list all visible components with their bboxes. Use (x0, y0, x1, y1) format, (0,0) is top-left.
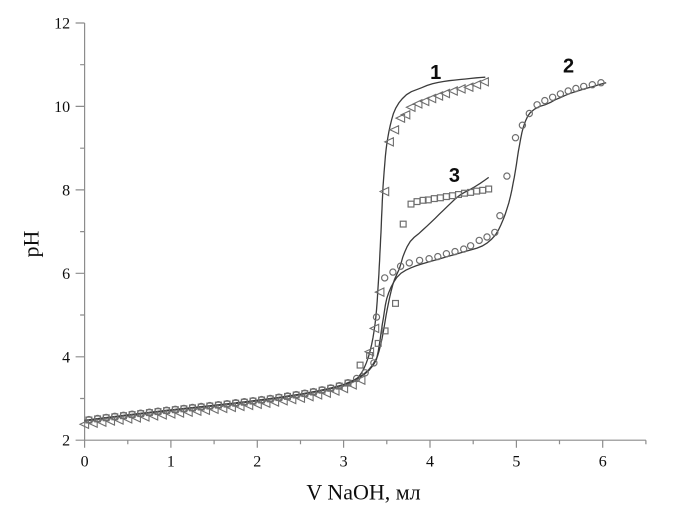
svg-text:3: 3 (449, 165, 460, 187)
svg-text:2: 2 (563, 56, 574, 78)
svg-text:pH: pH (19, 230, 44, 257)
svg-text:5: 5 (512, 454, 520, 471)
svg-text:4: 4 (62, 349, 70, 366)
svg-text:12: 12 (54, 16, 70, 33)
svg-text:1: 1 (167, 454, 175, 471)
svg-text:8: 8 (62, 182, 70, 199)
svg-text:2: 2 (253, 454, 261, 471)
svg-text:2: 2 (62, 433, 70, 450)
svg-text:1: 1 (430, 62, 441, 84)
svg-text:V NaOH, мл: V NaOH, мл (306, 480, 420, 505)
svg-text:0: 0 (81, 454, 89, 471)
svg-text:4: 4 (426, 454, 434, 471)
svg-text:6: 6 (599, 454, 607, 471)
svg-text:10: 10 (54, 99, 70, 116)
svg-text:6: 6 (62, 266, 70, 283)
svg-text:3: 3 (340, 454, 348, 471)
